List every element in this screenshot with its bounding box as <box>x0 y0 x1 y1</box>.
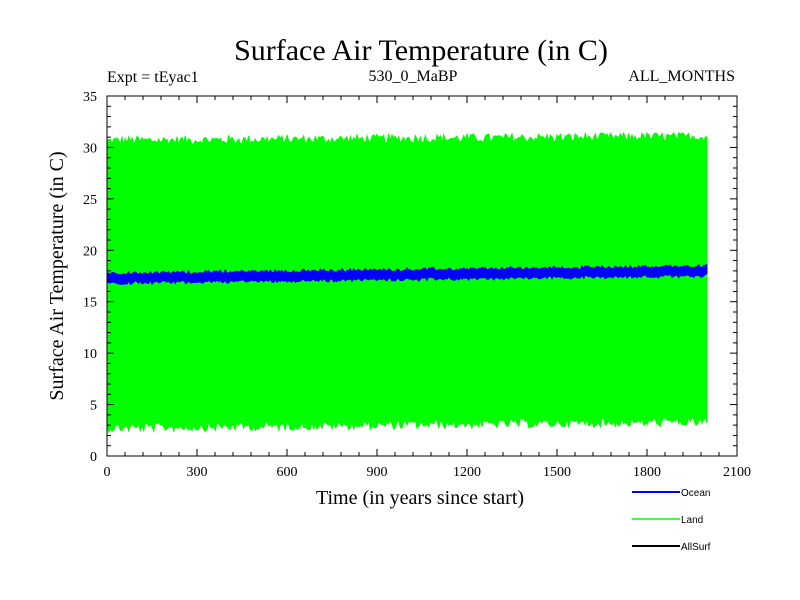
legend-label-ocean: Ocean <box>681 488 710 499</box>
x-tick-label: 900 <box>367 465 388 480</box>
legend-label-allsurf: AllSurf <box>681 542 711 553</box>
y-tick-label: 30 <box>83 141 97 156</box>
x-tick-label: 2100 <box>723 465 751 480</box>
y-tick-label: 20 <box>83 244 97 259</box>
y-axis-label: Surface Air Temperature (in C) <box>46 151 68 400</box>
legend-label-land: Land <box>681 515 703 526</box>
plot-data <box>106 131 708 434</box>
x-tick-label: 600 <box>277 465 298 480</box>
x-tick-label: 1200 <box>453 465 481 480</box>
x-tick-label: 1500 <box>543 465 571 480</box>
y-tick-label: 35 <box>83 90 97 105</box>
subtitle-experiment: Expt = tEyac1 <box>107 69 199 86</box>
axis-ticks: 0 300 600 900 1200 1500 1800 2100 0 5 10 15 20 25 30 35 <box>83 90 751 480</box>
y-tick-label: 0 <box>90 450 97 465</box>
series-land <box>106 131 708 434</box>
series-ocean <box>106 263 708 286</box>
x-tick-label: 1800 <box>633 465 661 480</box>
subtitle-period: 530_0_MaBP <box>369 68 458 85</box>
y-tick-label: 25 <box>83 193 97 208</box>
y-tick-label: 5 <box>90 399 97 414</box>
plot-frame <box>106 95 738 457</box>
y-tick-label: 10 <box>83 347 97 362</box>
x-axis-label: Time (in years since start) <box>316 487 524 509</box>
x-tick-label: 0 <box>104 465 111 480</box>
legend: Ocean Land AllSurf <box>632 488 711 553</box>
subtitle-months: ALL_MONTHS <box>628 68 735 85</box>
x-tick-label: 300 <box>187 465 208 480</box>
y-tick-label: 15 <box>83 296 97 311</box>
chart-title: Surface Air Temperature (in C) <box>234 34 608 67</box>
